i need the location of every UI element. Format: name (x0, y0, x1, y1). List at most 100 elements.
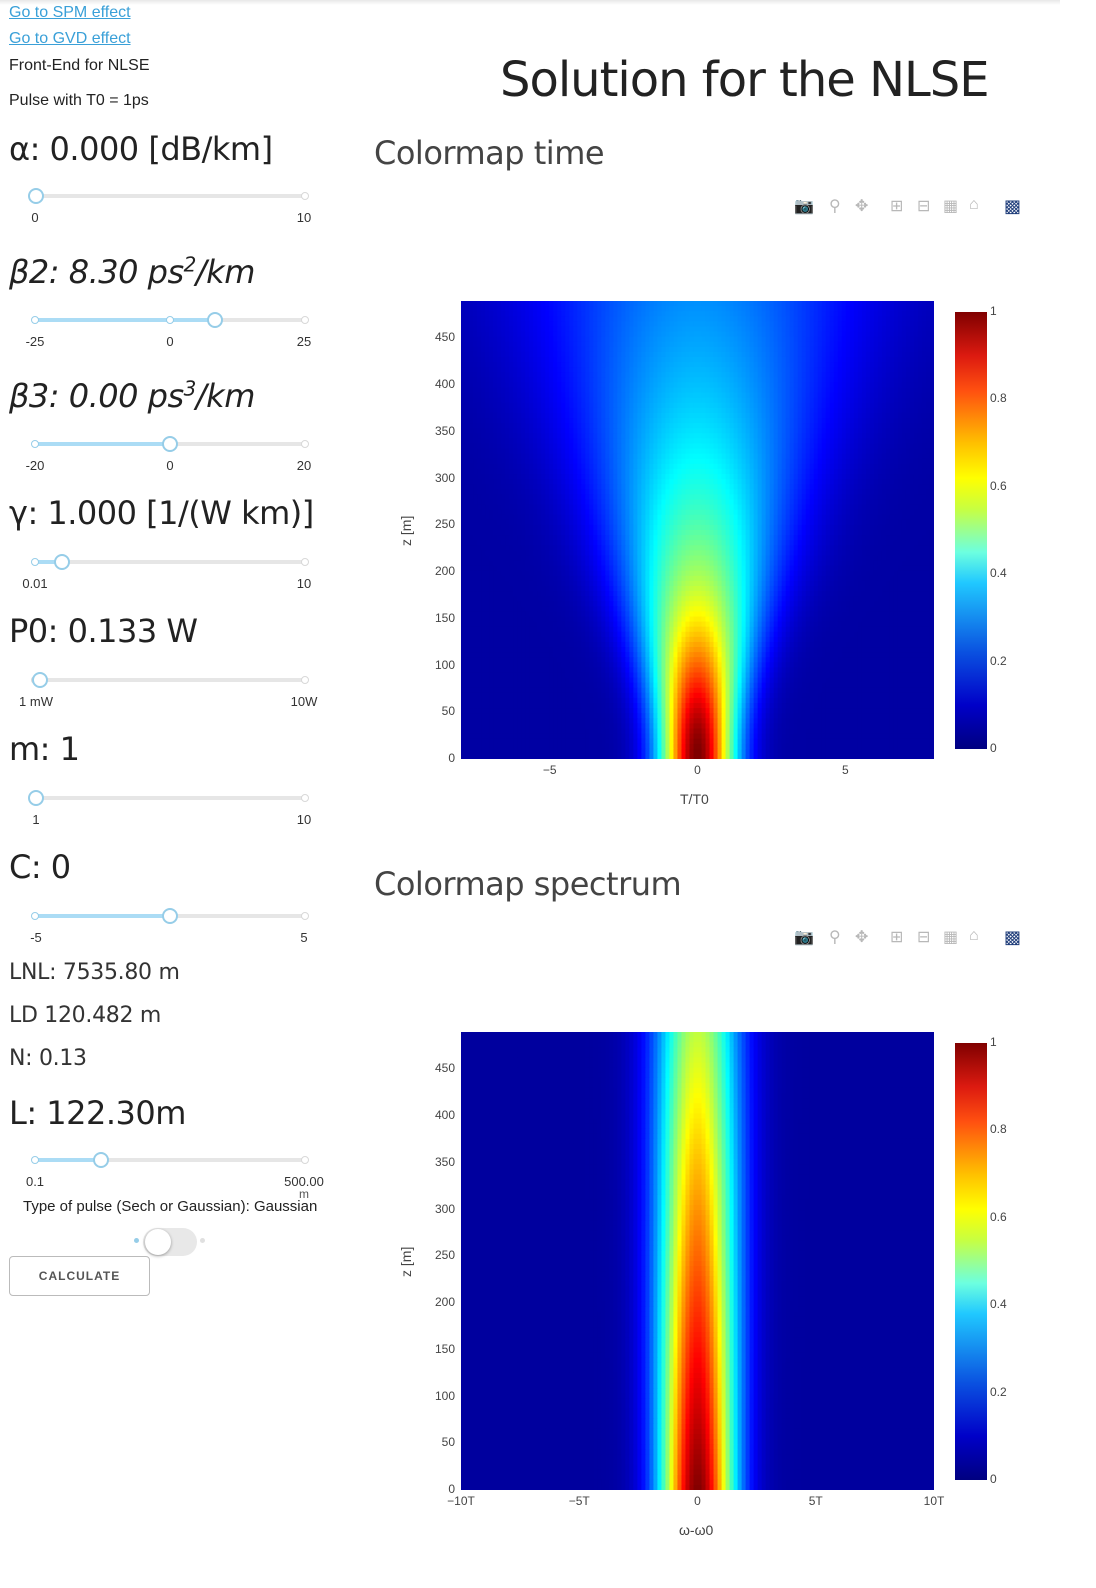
beta2-slider-handle[interactable] (207, 312, 223, 328)
heatmap-cell (633, 372, 638, 378)
p0-slider-handle[interactable] (32, 672, 48, 688)
calculate-button[interactable]: CALCULATE (9, 1256, 150, 1296)
heatmap-cell (557, 382, 562, 389)
heatmap-cell (613, 362, 618, 368)
c-slider[interactable]: -5 5 (30, 902, 309, 945)
heatmap-cell (505, 412, 510, 419)
heatmap-cell (869, 362, 875, 368)
heatmap-cell (577, 372, 582, 378)
heatmap-cell (885, 372, 891, 378)
heatmap-cell (893, 448, 899, 455)
heatmap-cell (613, 367, 618, 373)
pan-icon[interactable]: ✥ (855, 196, 868, 216)
heatmap-cell (909, 463, 915, 470)
beta3-slider[interactable]: -20 0 20 (26, 430, 311, 473)
m-slider[interactable]: 1 10 (28, 784, 311, 827)
heatmap-cell (625, 418, 630, 424)
heatmap-cell (629, 463, 634, 470)
heatmap-cell (833, 387, 839, 394)
heatmap-cell (633, 448, 638, 455)
l-slider-handle[interactable] (93, 1152, 109, 1168)
heatmap-cell (469, 468, 474, 475)
heatmap-cell (585, 377, 590, 384)
heatmap-cell (753, 321, 759, 328)
heatmap-cell (565, 331, 570, 338)
l-slider[interactable]: 0.1 500.00 m (26, 1146, 324, 1201)
gamma-slider-handle[interactable] (54, 554, 70, 570)
alpha-slider[interactable]: 0 10 (28, 182, 311, 225)
heatmap-cell (741, 372, 747, 378)
zoom-in-icon[interactable]: ⊞ (890, 196, 903, 216)
heatmap-cell (849, 397, 855, 404)
heatmap-cell (825, 372, 831, 378)
heatmap-cell (641, 423, 646, 429)
zoom-icon[interactable]: ⚲ (829, 196, 841, 216)
beta3-slider-handle[interactable] (162, 436, 178, 452)
heatmap-cell (833, 311, 839, 317)
heatmap-cell (901, 412, 907, 419)
heatmap-cell (705, 402, 711, 409)
heatmap-cell (893, 362, 899, 368)
beta2-slider[interactable]: -25 0 25 (26, 306, 311, 349)
heatmap-cell (685, 418, 691, 424)
spm-effect-link[interactable]: Go to SPM effect (9, 4, 131, 22)
heatmap-cell (797, 418, 803, 424)
heatmap-cell (461, 423, 466, 429)
heatmap-cell (601, 407, 606, 414)
heatmap-cell (521, 448, 526, 455)
heatmap-cell (613, 341, 618, 348)
home-icon[interactable]: ⌂ (969, 196, 979, 214)
heatmap-cell (513, 301, 518, 307)
heatmap-cell (677, 306, 683, 312)
heatmap-cell (849, 301, 855, 307)
toggle-knob[interactable] (145, 1229, 171, 1255)
heatmap-cell (681, 367, 687, 373)
heatmap-cell (877, 387, 883, 394)
heatmap-cell (753, 311, 759, 317)
heatmap-cell (705, 336, 711, 343)
heatmap-cell (929, 438, 934, 445)
heatmap-cell (917, 453, 923, 460)
heatmap-cell (741, 453, 747, 460)
heatmap-cell (761, 356, 767, 363)
heatmap-cell (529, 489, 534, 495)
heatmap-cell (617, 331, 622, 338)
heatmap-cell (705, 504, 711, 511)
camera-icon[interactable]: 📷 (794, 196, 814, 216)
heatmap-cell (625, 392, 630, 399)
heatmap-cell (729, 489, 735, 495)
gamma-slider[interactable]: 0.01 10 (22, 548, 311, 591)
heatmap-cell (777, 402, 783, 409)
heatmap-cell (605, 367, 610, 373)
heatmap-cell (725, 402, 731, 409)
heatmap-cell (557, 356, 562, 363)
heatmap-cell (845, 468, 851, 475)
plotly-logo-icon[interactable]: ▩ (1004, 196, 1021, 217)
heatmap-cell (493, 494, 498, 501)
zoom-out-icon[interactable]: ⊟ (917, 196, 930, 216)
alpha-slider-handle[interactable] (28, 188, 44, 204)
heatmap-cell (653, 407, 659, 414)
c-slider-handle[interactable] (162, 908, 178, 924)
autoscale-icon[interactable]: ▦ (943, 196, 958, 216)
heatmap-cell (881, 397, 887, 404)
heatmap-cell (909, 474, 915, 480)
heatmap-cell (781, 397, 787, 404)
heatmap-cell (485, 474, 490, 480)
heatmap-cell (821, 377, 827, 384)
slider-min-label: 0.1 (26, 1174, 44, 1189)
gvd-effect-link[interactable]: Go to GVD effect (9, 30, 131, 48)
m-slider-handle[interactable] (28, 790, 44, 806)
heatmap-cell (757, 448, 763, 455)
heatmap-cell (793, 479, 799, 485)
heatmap-cell (857, 331, 863, 338)
heatmap-cell (825, 468, 831, 475)
heatmap-cell (805, 321, 811, 328)
heatmap-cell (545, 331, 550, 338)
heatmap-cell (533, 341, 538, 348)
slider-rail (35, 1158, 305, 1162)
pulse-type-toggle[interactable] (143, 1227, 197, 1257)
heatmap-cell (893, 484, 899, 490)
p0-slider[interactable]: 1 mW 10W (19, 666, 317, 709)
heatmap-cell (789, 316, 795, 322)
